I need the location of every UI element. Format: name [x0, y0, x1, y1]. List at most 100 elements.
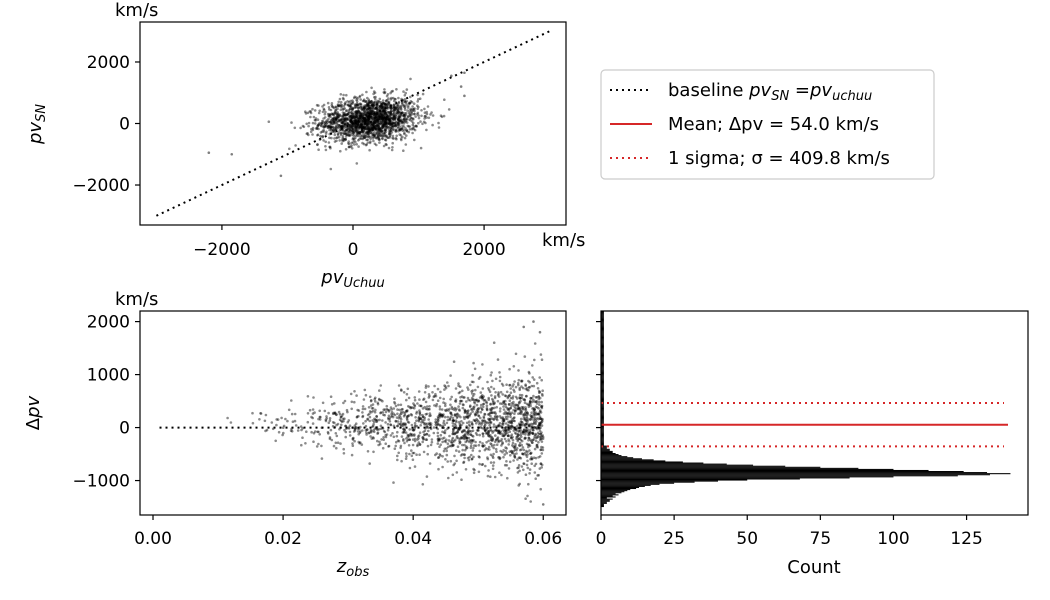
scatter-point	[376, 126, 380, 130]
scatter-point	[393, 118, 397, 121]
scatter-point	[385, 117, 388, 120]
scatter-point	[377, 136, 381, 140]
scatter-point	[408, 466, 412, 470]
scatter-point	[369, 120, 372, 123]
scatter-point	[350, 125, 354, 128]
scatter-point	[360, 128, 364, 131]
scatter-point	[404, 100, 407, 104]
scatter-point	[379, 127, 382, 130]
scatter-point	[342, 132, 346, 136]
scatter-point	[444, 408, 447, 412]
scatter-point	[371, 110, 374, 113]
scatter-point	[378, 115, 382, 119]
scatter-point	[404, 127, 407, 130]
scatter-point	[353, 119, 357, 122]
scatter-point	[398, 120, 402, 123]
scatter-point	[323, 409, 327, 413]
scatter-point	[336, 132, 340, 136]
scatter-point	[338, 97, 342, 101]
scatter-point	[387, 121, 391, 124]
scatter-point	[382, 117, 385, 120]
scatter-point	[514, 352, 518, 356]
scatter-point	[412, 117, 415, 121]
scatter-point	[416, 402, 419, 405]
scatter-point	[226, 416, 229, 420]
scatter-point	[387, 118, 391, 122]
scatter-point	[464, 468, 468, 471]
scatter-point	[399, 416, 402, 419]
scatter-point	[368, 112, 371, 116]
scatter-point	[389, 114, 392, 118]
scatter-point	[356, 123, 360, 127]
scatter-point	[434, 453, 437, 457]
scatter-point	[363, 133, 367, 136]
scatter-point	[368, 121, 372, 124]
scatter-point	[368, 148, 371, 152]
scatter-point	[379, 384, 383, 387]
scatter-point	[375, 415, 378, 418]
scatter-point	[425, 438, 429, 442]
scatter-point	[384, 116, 387, 120]
scatter-point	[376, 102, 379, 106]
scatter-points	[207, 71, 466, 178]
scatter-point	[384, 110, 388, 113]
scatter-point	[388, 420, 392, 423]
scatter-point	[527, 445, 530, 449]
scatter-point	[274, 439, 278, 443]
scatter-point	[384, 421, 387, 424]
scatter-point	[524, 473, 528, 477]
scatter-point	[473, 405, 476, 409]
scatter-point	[361, 137, 365, 141]
scatter-point	[327, 411, 330, 415]
scatter-point	[320, 444, 323, 448]
scatter-point	[374, 396, 377, 400]
scatter-point	[387, 115, 390, 118]
scatter-point	[488, 390, 492, 394]
scatter-point	[381, 399, 384, 403]
scatter-point	[371, 133, 375, 136]
scatter-point	[377, 131, 381, 135]
scatter-point	[364, 108, 367, 111]
scatter-point	[401, 114, 405, 118]
scatter-point	[365, 113, 368, 116]
scatter-point	[313, 430, 317, 433]
scatter-point	[362, 132, 365, 135]
scatter-point	[469, 446, 473, 450]
scatter-point	[381, 446, 385, 450]
scatter-point	[500, 439, 503, 443]
scatter-point	[540, 452, 544, 455]
scatter-point	[380, 117, 384, 120]
scatter-point	[386, 98, 389, 102]
scatter-point	[403, 94, 407, 97]
scatter-point	[419, 404, 423, 408]
scatter-point	[367, 104, 370, 107]
scatter-point	[431, 114, 435, 117]
scatter-point	[489, 414, 492, 418]
scatter-point	[344, 119, 347, 122]
scatter-point	[427, 385, 430, 388]
scatter-point	[339, 104, 343, 108]
scatter-point	[408, 109, 412, 112]
scatter-point	[393, 397, 396, 401]
scatter-point	[322, 125, 326, 128]
scatter-point	[355, 132, 359, 135]
scatter-point	[522, 428, 526, 432]
scatter-point	[363, 136, 367, 140]
scatter-point	[309, 111, 313, 115]
scatter-point	[318, 121, 321, 125]
scatter-point	[425, 475, 429, 478]
scatter-point	[486, 380, 489, 384]
scatter-point	[382, 110, 385, 113]
scatter-point	[511, 441, 515, 445]
scatter-point	[321, 120, 325, 123]
scatter-point	[388, 130, 392, 133]
scatter-point	[397, 117, 401, 120]
scatter-point	[310, 127, 313, 131]
scatter-point	[388, 117, 391, 121]
scatter-point	[407, 434, 410, 437]
scatter-point	[400, 119, 404, 123]
scatter-point	[323, 108, 326, 112]
scatter-point	[375, 115, 378, 119]
scatter-point	[491, 454, 494, 458]
scatter-point	[524, 436, 527, 440]
